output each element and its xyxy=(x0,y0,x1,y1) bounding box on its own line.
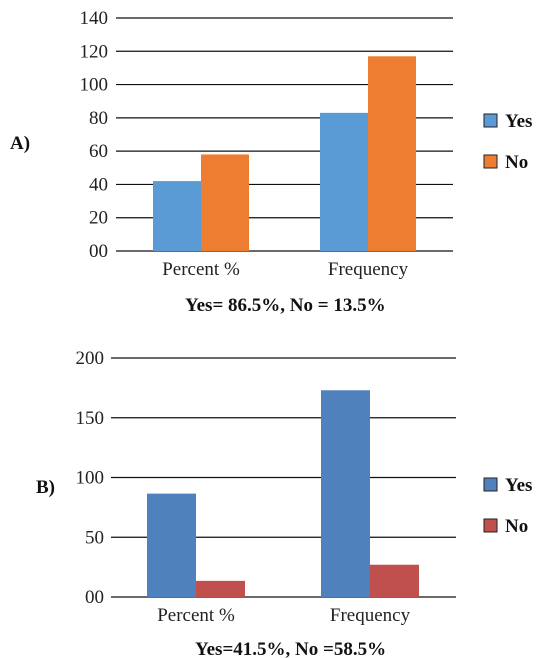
chart-b-bar-yes-1 xyxy=(321,390,370,597)
chart-b-legend-label-yes: Yes xyxy=(505,475,532,496)
chart-b-xtick-label: Frequency xyxy=(330,605,411,626)
chart-b-legend-swatch-no xyxy=(483,518,498,533)
chart-b-bars xyxy=(147,390,419,597)
chart-a-annotation: Yes= 86.5%, No = 13.5% xyxy=(185,295,386,316)
chart-a-ytick-label: 80 xyxy=(89,108,108,129)
chart-a-ytick-label: 20 xyxy=(89,208,108,229)
chart-b-xticks: Percent % Frequency xyxy=(157,605,410,626)
chart-b-annotation: Yes=41.5%, No =58.5% xyxy=(195,639,386,658)
chart-b-legend-label-no: No xyxy=(505,516,528,537)
chart-a-xtick-label: Frequency xyxy=(328,259,409,280)
chart-a-bar-yes-1 xyxy=(320,112,368,251)
chart-a-bar-yes-0 xyxy=(153,181,201,251)
chart-b-legend: Yes No xyxy=(483,475,532,537)
chart-a-legend: Yes No xyxy=(483,111,532,173)
chart-b-ytick-label: 00 xyxy=(85,587,104,608)
chart-b-xtick-label: Percent % xyxy=(157,605,235,626)
chart-a-bar-no-1 xyxy=(368,56,416,252)
chart-b-legend-swatch-yes xyxy=(483,477,498,492)
chart-b-bar-no-0 xyxy=(196,580,245,597)
chart-a-bar-no-0 xyxy=(201,154,249,251)
chart-a-ytick-label: 120 xyxy=(80,41,109,62)
chart-b-ytick-label: 200 xyxy=(76,348,105,369)
chart-b-bar-yes-0 xyxy=(147,493,196,597)
chart-a-ytick-label: 60 xyxy=(89,141,108,162)
chart-b: 00 50 100 150 200 Percent % Frequency B) Yes … xyxy=(36,348,532,658)
chart-a: 00 20 40 60 80 100 120 140 Percent % Frequency A… xyxy=(10,8,532,316)
chart-b-ytick-label: 50 xyxy=(85,527,104,548)
chart-a-xtick-label: Percent % xyxy=(162,259,240,280)
chart-a-ytick-label: 140 xyxy=(80,8,109,29)
chart-a-xticks: Percent % Frequency xyxy=(162,259,408,280)
chart-b-ytick-label: 100 xyxy=(76,468,105,489)
chart-b-yticks: 00 50 100 150 200 xyxy=(76,348,105,608)
chart-a-yticks: 00 20 40 60 80 100 120 140 xyxy=(80,8,109,262)
chart-a-ytick-label: 100 xyxy=(80,75,109,96)
chart-b-ytick-label: 150 xyxy=(76,408,105,429)
chart-b-panel-label: B) xyxy=(36,477,55,498)
chart-a-panel-label: A) xyxy=(10,133,30,154)
chart-a-legend-swatch-yes xyxy=(483,113,498,128)
chart-a-ytick-label: 00 xyxy=(89,241,108,262)
chart-a-legend-label-yes: Yes xyxy=(505,111,532,132)
chart-a-legend-label-no: No xyxy=(505,152,528,173)
chart-a-legend-swatch-no xyxy=(483,154,498,169)
chart-b-bar-no-1 xyxy=(370,564,419,597)
chart-a-bars xyxy=(153,56,416,252)
chart-a-ytick-label: 40 xyxy=(89,174,108,195)
